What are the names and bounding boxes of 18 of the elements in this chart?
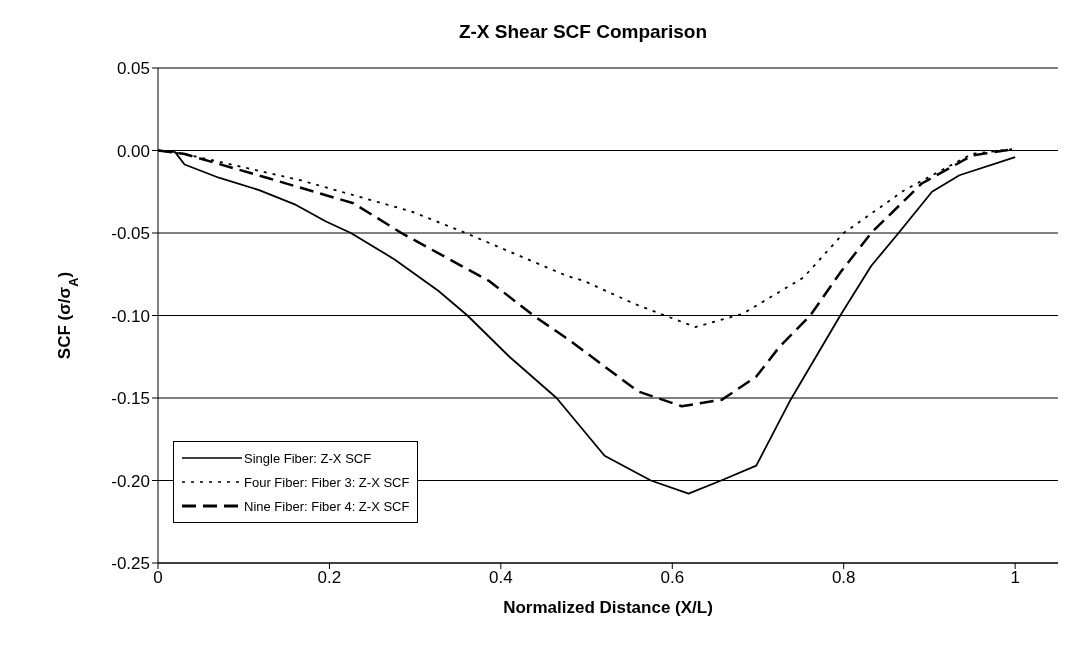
- x-tick-label: 0.4: [489, 568, 513, 588]
- y-tick-label: -0.05: [111, 224, 150, 244]
- y-tick-label: 0.00: [116, 141, 150, 161]
- y-tick-label: 0.05: [116, 59, 150, 79]
- chart-title: Z-X Shear SCF Comparison: [458, 21, 708, 42]
- y-tick-label: -0.20: [111, 471, 150, 491]
- legend-label: Four Fiber: Fiber 3: Z-X SCF: [244, 474, 410, 490]
- x-tick-label: 0.8: [831, 568, 856, 588]
- legend-label: Single Fiber: Z-X SCF: [244, 450, 372, 466]
- legend-label: Nine Fiber: Fiber 4: Z-X SCF: [244, 498, 410, 514]
- y-tick-label: -0.25: [111, 554, 150, 574]
- x-tick-label: 1: [1010, 568, 1020, 588]
- y-tick-label: -0.15: [111, 389, 150, 409]
- x-tick-label: 0.2: [317, 568, 342, 588]
- y-tick-label: -0.10: [111, 306, 150, 326]
- x-axis-title: Normalized Distance (X/L): [503, 598, 713, 617]
- x-tick-label: 0.6: [660, 568, 685, 588]
- x-tick-label: 0: [153, 568, 163, 588]
